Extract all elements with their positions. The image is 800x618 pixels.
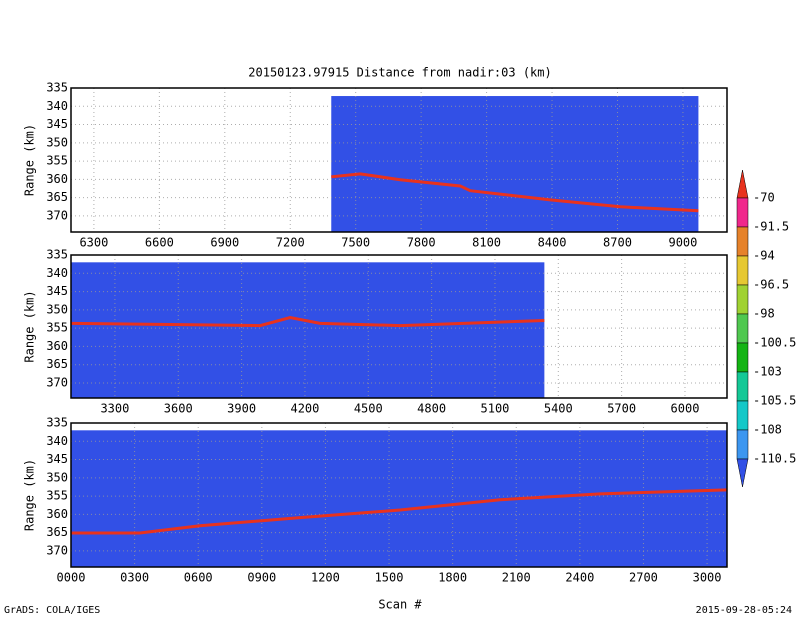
x-tick-label: 3000: [693, 571, 722, 585]
plot-frame: [70, 254, 728, 399]
colorbar-label: -108: [753, 423, 782, 437]
x-tick-label: 4500: [354, 402, 383, 416]
x-tick-label: 0600: [184, 571, 213, 585]
x-tick-label: 5100: [481, 402, 510, 416]
colorbar-label: -91.5: [753, 220, 789, 234]
chart-title: 20150123.97915 Distance from nadir:03 (k…: [248, 66, 551, 80]
x-tick-label: 2100: [502, 571, 531, 585]
x-tick-label: 0000: [57, 571, 86, 585]
y-tick-label: 355: [46, 489, 68, 503]
x-tick-label: 3300: [100, 402, 129, 416]
colorbar-segment: [736, 255, 749, 286]
plot-frame: [70, 87, 728, 233]
colorbar-label: -100.5: [753, 336, 796, 350]
x-tick-label: 0300: [120, 571, 149, 585]
x-tick-label: 7800: [407, 236, 436, 250]
footer-right: 2015-09-28-05:24: [696, 605, 792, 616]
x-tick-label: 8700: [603, 236, 632, 250]
y-tick-label: 340: [46, 266, 68, 280]
y-tick-label: 355: [46, 154, 68, 168]
colorbar-cap: [736, 169, 749, 199]
x-axis-label: Scan #: [378, 598, 422, 612]
colorbar-segment: [736, 197, 749, 228]
y-axis-label: Range (km): [23, 459, 37, 531]
data-coverage: [71, 430, 727, 567]
x-tick-label: 1200: [311, 571, 340, 585]
data-coverage: [71, 262, 545, 398]
surface-line: [331, 172, 699, 213]
x-tick-label: 8400: [538, 236, 567, 250]
y-tick-label: 370: [46, 543, 68, 557]
y-tick-label: 360: [46, 172, 68, 186]
colorbar-segment: [736, 371, 749, 402]
x-tick-label: 2400: [565, 571, 594, 585]
x-tick-label: 5700: [607, 402, 636, 416]
colorbar-segment: [736, 313, 749, 344]
y-tick-label: 360: [46, 507, 68, 521]
colorbar-label: -96.5: [753, 278, 789, 292]
colorbar-segment: [736, 226, 749, 257]
y-tick-label: 335: [46, 81, 68, 95]
y-axis-label: Range (km): [23, 124, 37, 196]
colorbar-label: -70: [753, 191, 775, 205]
y-tick-label: 345: [46, 452, 68, 466]
y-axis-label: Range (km): [23, 290, 37, 362]
colorbar-label: -110.5: [753, 452, 796, 466]
surface-line: [71, 488, 728, 535]
colorbar-label: -105.5: [753, 394, 796, 408]
x-tick-label: 1800: [438, 571, 467, 585]
y-tick-label: 350: [46, 470, 68, 484]
x-tick-label: 6300: [79, 236, 108, 250]
colorbar-cap: [736, 458, 749, 488]
colorbar-label: -103: [753, 365, 782, 379]
x-tick-label: 3600: [164, 402, 193, 416]
colorbar-segment: [736, 429, 749, 460]
y-tick-label: 365: [46, 525, 68, 539]
y-tick-label: 350: [46, 135, 68, 149]
y-tick-label: 345: [46, 117, 68, 131]
x-tick-label: 5400: [544, 402, 573, 416]
colorbar-segment: [736, 284, 749, 315]
colorbar-label: -98: [753, 307, 775, 321]
x-tick-label: 7500: [341, 236, 370, 250]
plot-frame: [70, 422, 728, 568]
x-tick-label: 6900: [210, 236, 239, 250]
x-tick-label: 8100: [472, 236, 501, 250]
y-tick-label: 370: [46, 208, 68, 222]
y-tick-label: 355: [46, 321, 68, 335]
x-tick-label: 9000: [668, 236, 697, 250]
colorbar-segment: [736, 342, 749, 373]
x-tick-label: 6600: [145, 236, 174, 250]
y-tick-label: 345: [46, 284, 68, 298]
y-tick-label: 340: [46, 99, 68, 113]
y-tick-label: 335: [46, 248, 68, 262]
x-tick-label: 0900: [247, 571, 276, 585]
x-tick-label: 4200: [290, 402, 319, 416]
x-tick-label: 7200: [276, 236, 305, 250]
x-tick-label: 6000: [671, 402, 700, 416]
y-tick-label: 365: [46, 357, 68, 371]
y-tick-label: 350: [46, 302, 68, 316]
y-tick-label: 340: [46, 434, 68, 448]
x-tick-label: 1500: [375, 571, 404, 585]
x-tick-label: 2700: [629, 571, 658, 585]
colorbar-segment: [736, 400, 749, 431]
footer-left: GrADS: COLA/IGES: [4, 605, 100, 616]
data-coverage: [331, 96, 699, 232]
colorbar-label: -94: [753, 249, 775, 263]
y-tick-label: 360: [46, 339, 68, 353]
x-tick-label: 4800: [417, 402, 446, 416]
surface-line: [70, 316, 545, 328]
y-tick-label: 370: [46, 376, 68, 390]
x-tick-label: 3900: [227, 402, 256, 416]
y-tick-label: 335: [46, 416, 68, 430]
y-tick-label: 365: [46, 190, 68, 204]
